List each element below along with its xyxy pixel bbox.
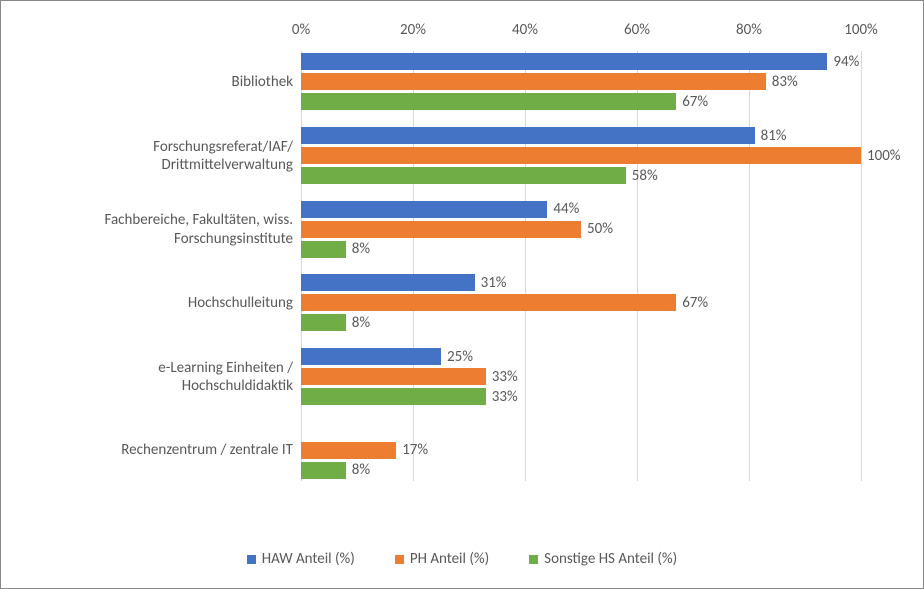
plot-area: 94%83%67%81%100%58%44%50%8%31%67%8%25%33…: [301, 51, 861, 481]
bar-sonstige: [301, 241, 346, 258]
category-label: Fachbereiche, Fakultäten, wiss.Forschung…: [3, 211, 293, 249]
category-label: Rechenzentrum / zentrale IT: [3, 441, 293, 460]
bar-ph: [301, 442, 396, 459]
bar-value-label: 83%: [772, 73, 798, 91]
bar-value-label: 8%: [352, 240, 370, 258]
bar-value-label: 81%: [761, 127, 787, 145]
bar-ph: [301, 147, 861, 164]
x-axis-tick-label: 60%: [624, 21, 650, 39]
bar-ph: [301, 368, 486, 385]
legend-item-ph: PH Anteil (%): [395, 550, 489, 568]
bar-value-label: 44%: [553, 200, 579, 218]
bar-value-label: 33%: [492, 368, 518, 386]
legend: HAW Anteil (%) PH Anteil (%) Sonstige HS A…: [1, 550, 923, 568]
bar-haw: [301, 274, 475, 291]
bar-value-label: 67%: [682, 93, 708, 111]
bar-haw: [301, 53, 827, 70]
x-axis-labels: 0%20%40%60%80%100%: [301, 21, 861, 41]
gridline: [301, 51, 302, 481]
gridline: [861, 51, 862, 481]
legend-label: HAW Anteil (%): [262, 550, 355, 568]
x-axis-tick-label: 80%: [736, 21, 762, 39]
legend-swatch: [529, 555, 538, 564]
bar-ph: [301, 294, 676, 311]
x-axis-tick-label: 0%: [292, 21, 310, 39]
bar-value-label: 31%: [481, 274, 507, 292]
legend-swatch: [247, 555, 256, 564]
legend-item-sonstige: Sonstige HS Anteil (%): [529, 550, 677, 568]
legend-item-haw: HAW Anteil (%): [247, 550, 355, 568]
bar-value-label: 58%: [632, 167, 658, 185]
category-label: Bibliothek: [3, 73, 293, 92]
legend-label: PH Anteil (%): [410, 550, 489, 568]
gridline: [413, 51, 414, 481]
category-label: Hochschulleitung: [3, 294, 293, 313]
gridline: [637, 51, 638, 481]
bar-ph: [301, 221, 581, 238]
legend-label: Sonstige HS Anteil (%): [544, 550, 677, 568]
x-axis-tick-label: 20%: [400, 21, 426, 39]
bar-haw: [301, 127, 755, 144]
bar-value-label: 33%: [492, 388, 518, 406]
bar-sonstige: [301, 462, 346, 479]
x-axis-tick-label: 40%: [512, 21, 538, 39]
category-label: Forschungsreferat/IAF/Drittmittelverwalt…: [3, 138, 293, 176]
bar-sonstige: [301, 167, 626, 184]
category-label: e-Learning Einheiten /Hochschuldidaktik: [3, 359, 293, 397]
gridline: [749, 51, 750, 481]
bar-sonstige: [301, 314, 346, 331]
bar-value-label: 50%: [587, 220, 613, 238]
bar-sonstige: [301, 388, 486, 405]
bar-sonstige: [301, 93, 676, 110]
bar-value-label: 8%: [352, 314, 370, 332]
bar-value-label: 100%: [867, 147, 901, 165]
legend-swatch: [395, 555, 404, 564]
bar-haw: [301, 348, 441, 365]
bar-value-label: 94%: [833, 53, 859, 71]
gridline: [525, 51, 526, 481]
bar-haw: [301, 201, 547, 218]
bar-value-label: 25%: [447, 348, 473, 366]
bar-value-label: 67%: [682, 294, 708, 312]
bar-value-label: 8%: [352, 461, 370, 479]
chart-container: 0% 20% 40% 60% 80% 100% 94% 83% 67% 81% 100% 58% 44…: [0, 0, 924, 589]
x-axis-tick-label: 100%: [844, 21, 878, 39]
bar-value-label: 17%: [402, 441, 428, 459]
bar-ph: [301, 73, 766, 90]
